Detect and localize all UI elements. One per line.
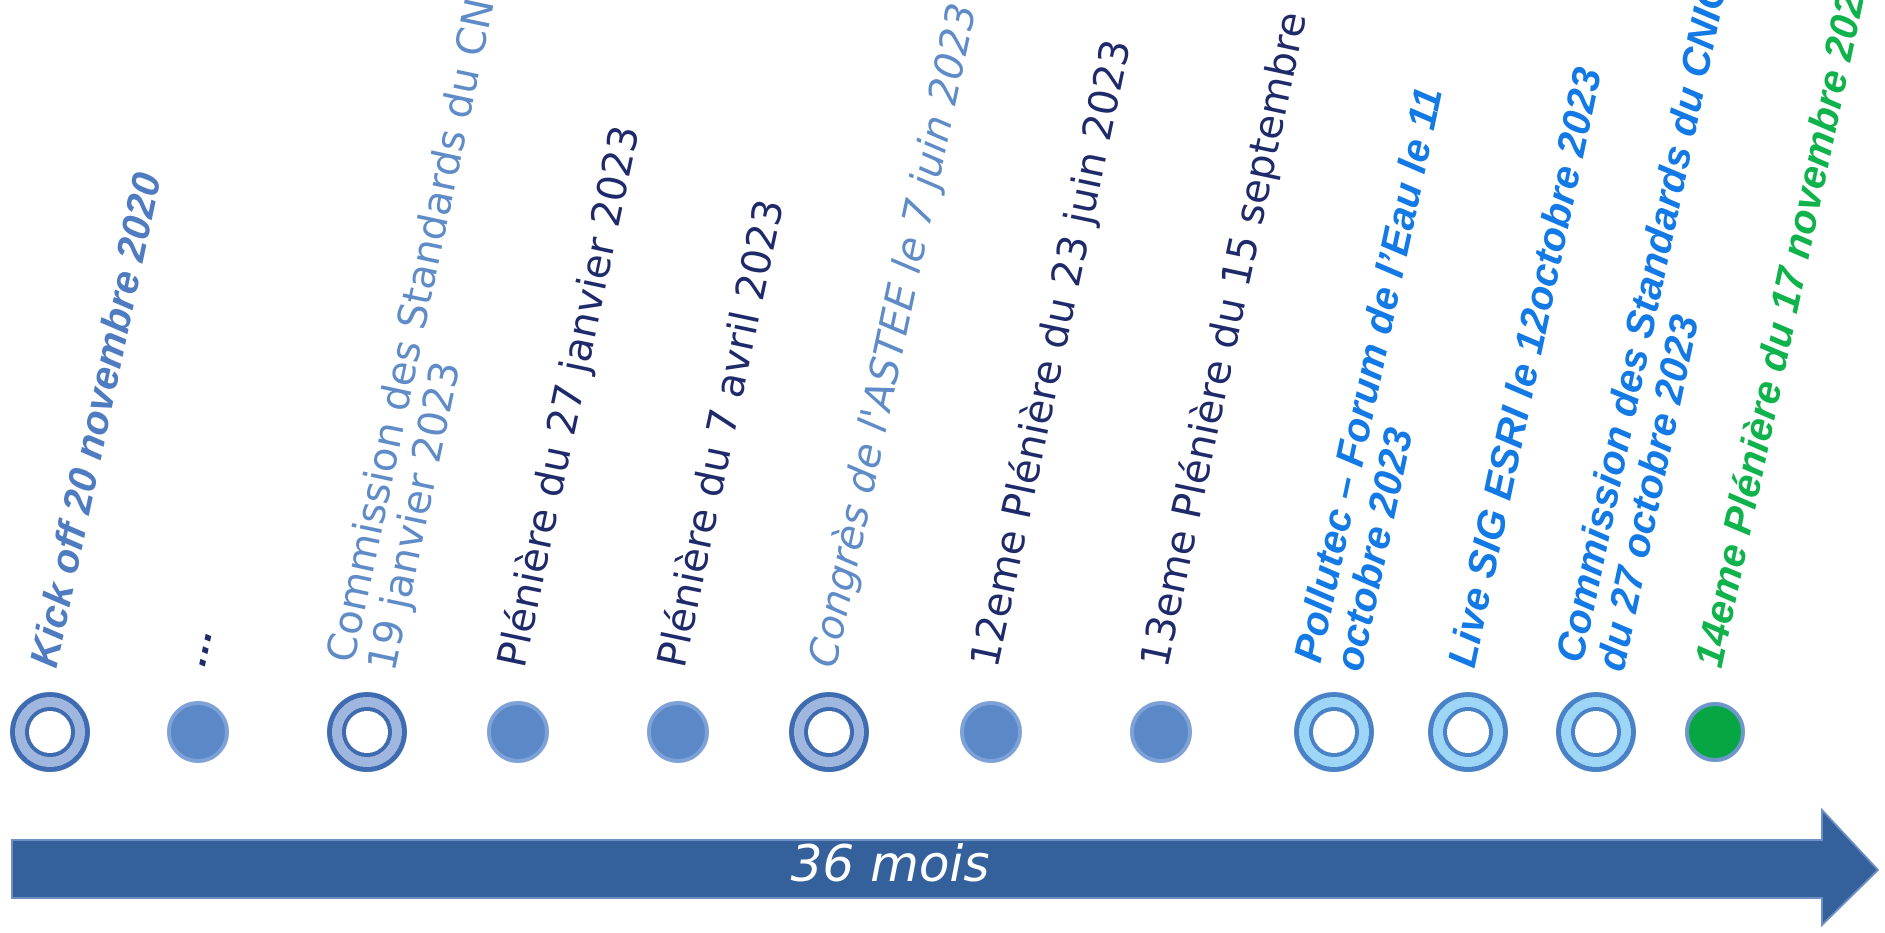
timeline-node bbox=[1130, 701, 1192, 763]
timeline-node bbox=[487, 701, 549, 763]
event-label-line: … bbox=[170, 622, 222, 671]
timeline-node bbox=[1428, 692, 1508, 772]
timeline-node bbox=[10, 692, 90, 772]
timeline-arrow-shape bbox=[11, 807, 1880, 928]
timeline-node bbox=[789, 692, 869, 772]
timeline-node bbox=[647, 701, 709, 763]
timeline-node bbox=[1685, 702, 1745, 762]
timeline-node bbox=[1556, 692, 1636, 772]
timeline-node bbox=[327, 692, 407, 772]
timeline-node bbox=[1294, 692, 1374, 772]
timeline-node bbox=[167, 701, 229, 763]
duration-label: 36 mois bbox=[790, 835, 990, 893]
event-label: … bbox=[170, 622, 222, 671]
timeline-node bbox=[960, 701, 1022, 763]
